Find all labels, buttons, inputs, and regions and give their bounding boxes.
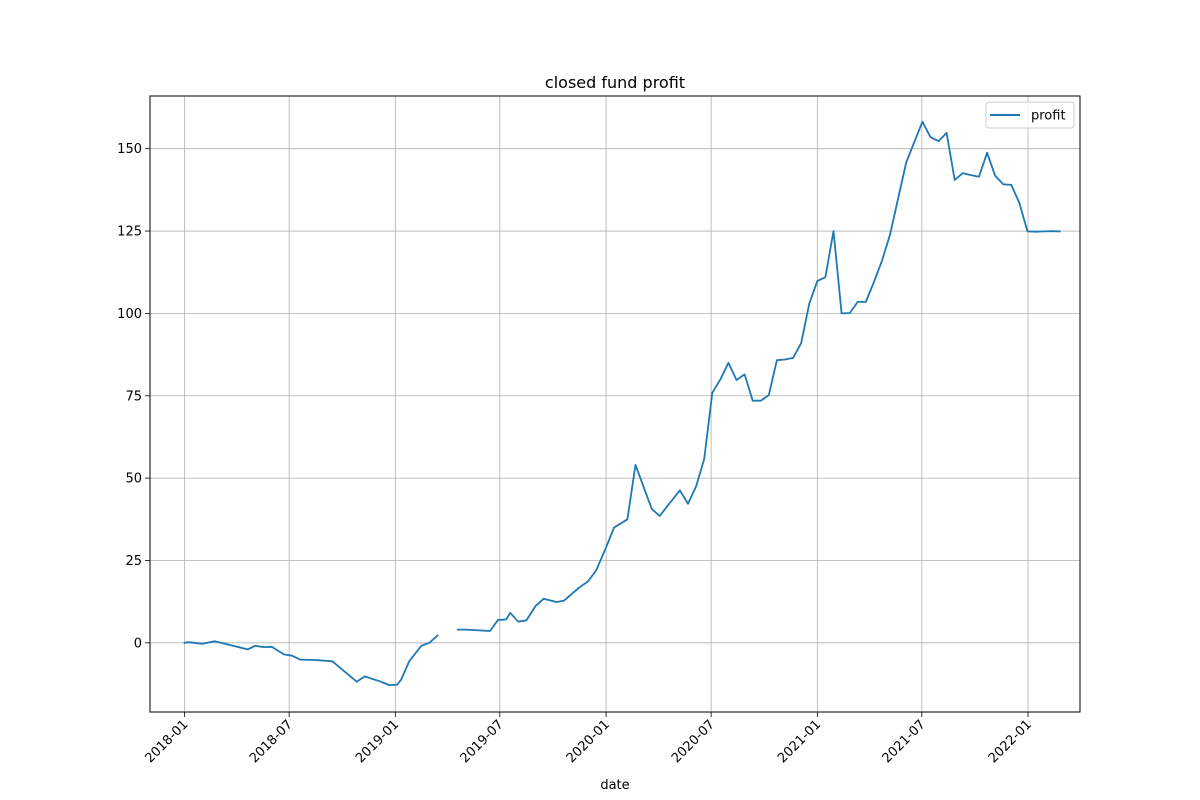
x-tick-label: 2018-01 [142, 717, 191, 766]
x-axis-ticks: 2018-01 2018-07 2019-01 2019-07 2020-01 2020-… [142, 712, 1035, 766]
y-tick-label: 25 [125, 554, 142, 569]
grid-lines [150, 96, 1080, 712]
legend: profit [985, 101, 1075, 129]
x-tick-label: 2021-01 [775, 717, 824, 766]
x-tick-label: 2021-07 [880, 717, 929, 766]
plot-frame [149, 95, 1081, 713]
series-layer [183, 120, 1061, 686]
x-tick-label: 2018-07 [247, 717, 296, 766]
y-tick-label: 125 [117, 225, 142, 240]
x-tick-label: 2019-01 [353, 717, 402, 766]
y-axis-ticks: 0 25 50 75 100 125 150 [117, 142, 150, 651]
y-tick-label: 0 [134, 636, 142, 651]
x-tick-label: 2022-01 [986, 717, 1035, 766]
chart-title: closed fund profit [545, 73, 685, 92]
y-tick-label: 50 [125, 472, 142, 487]
y-tick-label: 150 [117, 142, 142, 157]
y-tick-label: 100 [117, 307, 142, 322]
legend-label-profit: profit [1031, 109, 1066, 124]
legend-box [985, 101, 1075, 129]
x-tick-label: 2020-01 [564, 717, 613, 766]
x-axis-label: date [600, 778, 629, 793]
series-line-profit [183, 634, 439, 686]
series-line-profit [456, 120, 1061, 632]
x-tick-label: 2019-07 [458, 717, 507, 766]
y-tick-label: 75 [125, 389, 142, 404]
x-tick-label: 2020-07 [669, 717, 718, 766]
